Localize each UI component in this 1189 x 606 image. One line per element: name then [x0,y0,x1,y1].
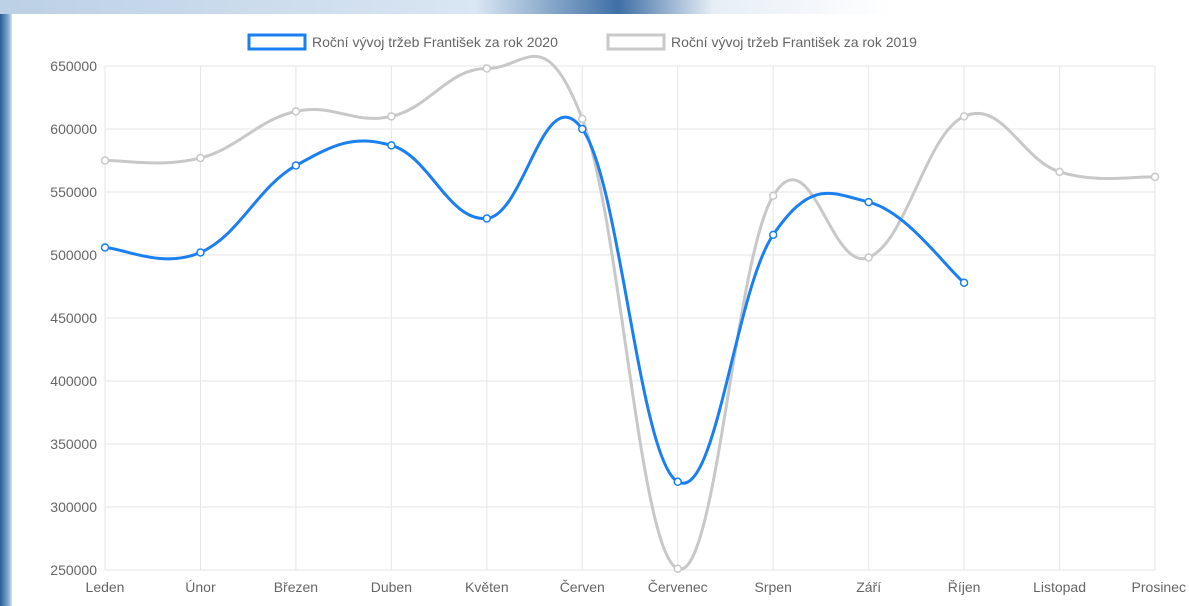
y-axis-ticks: 650000 600000 550000 500000 450000 400000 3500… [50,58,97,578]
x-tick-label: Březen [274,579,318,595]
chart-legend[interactable]: Roční vývoj tržeb František za rok 2020 R… [249,34,917,50]
x-axis-ticks: Leden Únor Březen Duben Květen Červen Červenec… [86,579,1186,595]
y-tick-label: 450000 [50,310,97,326]
x-tick-label: Listopad [1033,579,1086,595]
data-point[interactable] [102,157,109,164]
data-point[interactable] [770,192,777,199]
data-point[interactable] [292,108,299,115]
x-tick-label: Leden [86,579,125,595]
data-point[interactable] [579,126,586,133]
x-tick-label: Říjen [948,579,981,595]
x-tick-label: Duben [371,579,412,595]
data-point[interactable] [579,115,586,122]
data-point[interactable] [388,113,395,120]
data-point[interactable] [1056,168,1063,175]
y-tick-label: 500000 [50,247,97,263]
y-tick-label: 350000 [50,436,97,452]
data-point[interactable] [961,113,968,120]
x-tick-label: Srpen [755,579,792,595]
x-tick-label: Září [856,579,881,595]
data-point[interactable] [865,199,872,206]
series-line-0 [105,117,964,483]
x-tick-label: Květen [465,579,509,595]
y-tick-label: 550000 [50,184,97,200]
legend-swatch[interactable] [608,35,664,49]
legend-swatch[interactable] [249,35,305,49]
x-tick-label: Červen [560,579,605,595]
y-tick-label: 600000 [50,121,97,137]
data-point[interactable] [961,279,968,286]
data-point[interactable] [388,142,395,149]
y-tick-label: 400000 [50,373,97,389]
data-point[interactable] [674,565,681,572]
y-tick-label: 300000 [50,499,97,515]
data-point[interactable] [102,244,109,251]
x-tick-label: Prosinec [1132,579,1186,595]
y-tick-label: 250000 [50,562,97,578]
chart-series-lines [105,56,1155,569]
data-point[interactable] [770,231,777,238]
data-point[interactable] [292,162,299,169]
data-point[interactable] [483,65,490,72]
data-point[interactable] [674,478,681,485]
x-tick-label: Červenec [648,579,708,595]
data-point[interactable] [197,154,204,161]
x-tick-label: Únor [185,579,216,595]
y-tick-label: 650000 [50,58,97,74]
data-point[interactable] [197,249,204,256]
legend-label[interactable]: Roční vývoj tržeb František za rok 2020 [312,34,558,50]
data-point[interactable] [865,254,872,261]
legend-label[interactable]: Roční vývoj tržeb František za rok 2019 [671,34,917,50]
data-point[interactable] [1152,173,1159,180]
data-point[interactable] [483,215,490,222]
